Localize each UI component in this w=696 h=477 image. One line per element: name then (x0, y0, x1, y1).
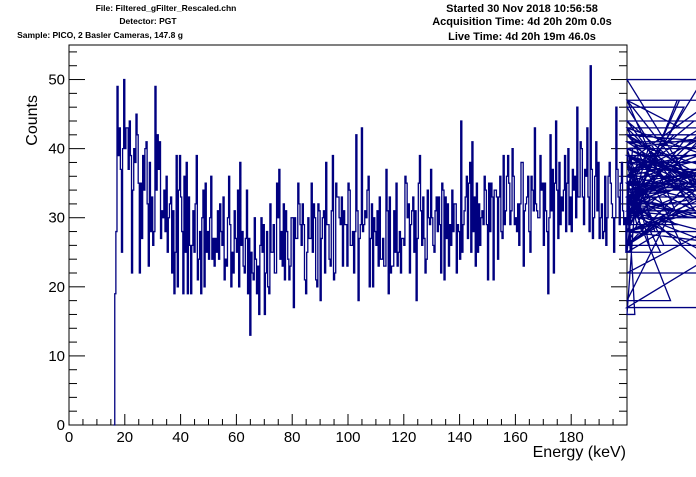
x-tick-label: 100 (335, 429, 360, 446)
header-started: Started 30 Nov 2018 10:56:58 (446, 3, 598, 15)
header-detector: Detector: PGT (119, 16, 177, 26)
x-axis-ticks (68, 414, 614, 425)
y-tick-label: 30 (48, 210, 65, 227)
header-file: File: Filtered_gFilter_Rescaled.chn (96, 3, 237, 13)
x-tick-label: 0 (65, 429, 73, 446)
y-tick-label: 40 (48, 141, 65, 158)
x-tick-label: 180 (559, 429, 584, 446)
x-axis-title: Energy (keV) (533, 444, 626, 461)
header-sample: Sample: PICO, 2 Basler Cameras, 147.8 g (17, 30, 183, 40)
y-axis-labels: 0 10 20 30 40 50 (48, 72, 65, 434)
x-tick-label: 120 (391, 429, 416, 446)
counts-histogram-line (113, 65, 696, 426)
x-tick-label: 60 (228, 429, 245, 446)
header-live-time: Live Time: 4d 20h 19m 46.0s (448, 31, 596, 43)
y-tick-label: 0 (57, 417, 65, 434)
x-tick-label: 80 (284, 429, 301, 446)
x-axis-labels: 0 20 40 60 80 100 120 140 160 180 (65, 429, 584, 446)
y-axis-title: Counts (24, 95, 41, 146)
y-tick-label: 10 (48, 348, 65, 365)
x-tick-label: 140 (447, 429, 472, 446)
x-tick-label: 160 (503, 429, 528, 446)
x-tick-label: 20 (116, 429, 133, 446)
header-acquisition-time: Acquisition Time: 4d 20h 20m 0.0s (432, 16, 612, 28)
y-tick-label: 50 (48, 72, 65, 89)
y-tick-label: 20 (48, 279, 65, 296)
x-tick-label: 40 (172, 429, 189, 446)
